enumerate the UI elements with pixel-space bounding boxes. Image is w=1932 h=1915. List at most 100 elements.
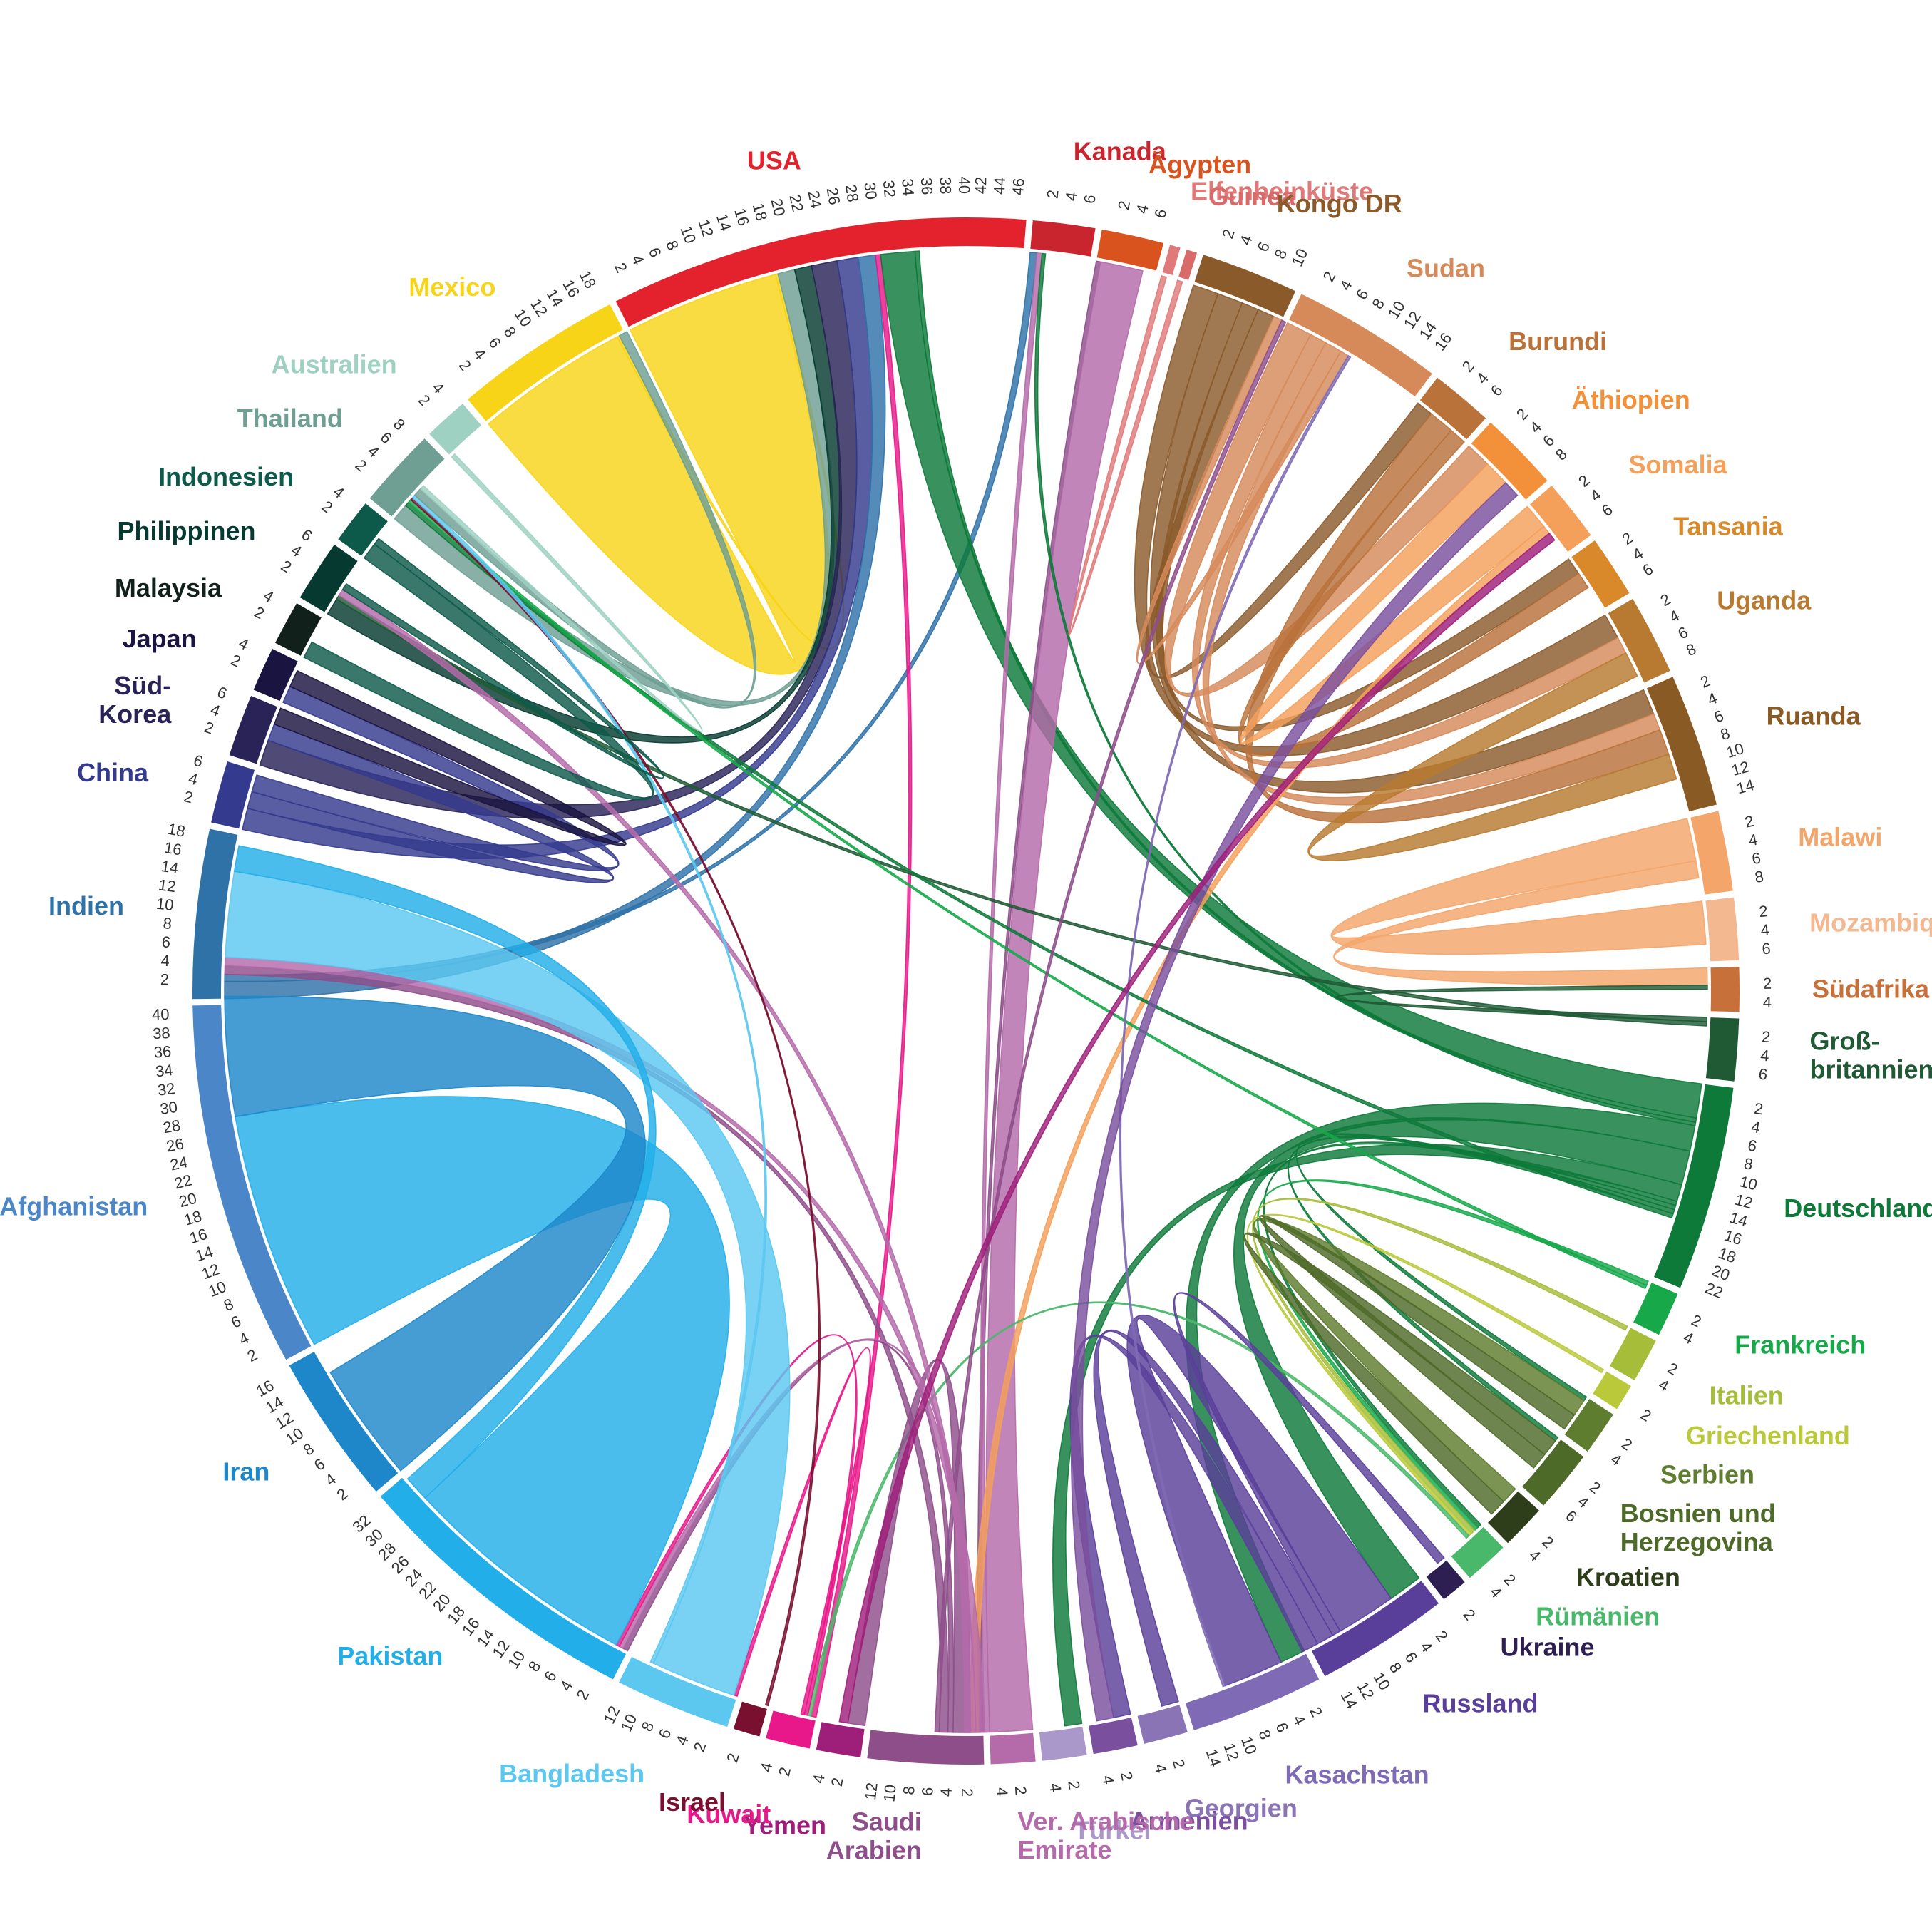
tick-rumaenien-4: 4 [1486, 1583, 1506, 1601]
label-bosnien: Bosnien und Herzegovina [1620, 1499, 1776, 1556]
ribbon-russland-ukraine [1173, 1292, 1445, 1636]
arc-italien [1609, 1328, 1656, 1381]
tick-indien-14: 14 [160, 857, 180, 877]
ribbon-bangladesh-indien [225, 871, 791, 1696]
tick-japan-2: 2 [228, 651, 243, 671]
tick-philippinen-4: 4 [288, 541, 305, 561]
ribbon-deutschland-thailand [404, 501, 1674, 1219]
ribbon-deutschland-tuerkei [1052, 1144, 1682, 1727]
tick-kasachstan-8: 8 [1255, 1727, 1275, 1742]
tick-saudi-12: 12 [861, 1782, 881, 1801]
label-burundi: Burundi [1509, 327, 1607, 356]
tick-kongo-4: 4 [1236, 233, 1256, 247]
tick-usa-32: 32 [880, 179, 899, 198]
arc-deutschland [1654, 1084, 1734, 1288]
arc-thailand [369, 438, 445, 517]
arc-uganda [1608, 598, 1670, 683]
tick-mozambique-2: 2 [1758, 902, 1769, 920]
ribbon-griechenland-rumaenien [1246, 1213, 1605, 1537]
tick-tuerkei-2: 2 [1064, 1780, 1083, 1790]
ribbon-burundi-tansania [1238, 429, 1589, 757]
tick-kanada-4: 4 [1062, 191, 1080, 202]
tick-georgien-2: 2 [1169, 1757, 1188, 1770]
label-kuwait: Kuwait [687, 1800, 771, 1829]
tick-usa-22: 22 [786, 192, 807, 213]
arc-aegypten [1096, 229, 1164, 271]
arc-mozambique [1705, 897, 1740, 962]
ribbon-malawi-mozambique [1330, 818, 1707, 955]
arc-georgien [1137, 1705, 1188, 1744]
tick-malawi-8: 8 [1754, 867, 1765, 885]
tick-aegypten-6: 6 [1151, 207, 1170, 220]
ribbon-vae-philippinen [338, 588, 977, 1733]
tick-mozambique-6: 6 [1762, 940, 1772, 958]
arc-tuerkei [1039, 1727, 1087, 1761]
ribbon-armenien-aethiopien [1070, 481, 1519, 1722]
ribbon-grossbritannien-suedafrika [1336, 984, 1708, 1022]
tick-usa-34: 34 [898, 178, 918, 197]
label-guinea: Guinea [1208, 182, 1296, 211]
tick-usa-20: 20 [767, 197, 788, 218]
tick-indonesien-2: 2 [319, 497, 336, 516]
ribbon-kuwait-bangladesh [733, 1347, 872, 1715]
ribbon-kasachstan-sudan [1119, 354, 1352, 1688]
arcs-layer [192, 217, 1740, 1765]
tick-kasachstan-2: 2 [1306, 1704, 1326, 1720]
ribbon-deutschland-kanada [1034, 252, 1697, 1126]
tick-italien-4: 4 [1655, 1375, 1672, 1395]
ribbon-vae-pakistan [618, 1338, 970, 1733]
label-uganda: Uganda [1717, 586, 1812, 615]
label-china: China [77, 758, 149, 787]
arc-ukraine [1426, 1560, 1465, 1600]
tick-sudan-4: 4 [1336, 277, 1356, 294]
label-vae: Ver. Arabische Emirate [1017, 1807, 1193, 1864]
tick-afghanistan-32: 32 [157, 1079, 176, 1099]
arc-tansania [1571, 540, 1630, 608]
label-mozambique: Mozambique [1809, 908, 1932, 937]
ribbon-deutschland-rumaenien [1263, 1141, 1678, 1529]
ribbon-bangladesh-thailand [411, 494, 767, 1665]
label-aegypten: Ägypten [1149, 150, 1251, 179]
tick-afghanistan-36: 36 [153, 1042, 172, 1062]
tick-uganda-2: 2 [1658, 590, 1674, 610]
arc-elfenbeinkueste [1162, 245, 1181, 275]
ribbon-saudi-indien [224, 965, 949, 1733]
tick-israel-2: 2 [723, 1751, 742, 1765]
ribbon-iran-afghanistan [224, 995, 646, 1472]
tick-mexico-2: 2 [456, 356, 475, 374]
tick-philippinen-2: 2 [278, 557, 295, 577]
tick-indien-8: 8 [163, 914, 173, 933]
tick-yemen-4: 4 [809, 1773, 828, 1785]
tick-afghanistan-8: 8 [221, 1295, 236, 1315]
tick-ukraine-2: 2 [1459, 1606, 1479, 1623]
label-usa: USA [747, 146, 801, 175]
label-serbien: Serbien [1660, 1460, 1754, 1489]
tick-sudan-2: 2 [1320, 269, 1340, 284]
tick-deutschland-2: 2 [1753, 1099, 1764, 1119]
tick-frankreich-2: 2 [1689, 1311, 1704, 1331]
tick-grossbritannien-4: 4 [1759, 1047, 1769, 1065]
arc-grossbritannien [1705, 1017, 1740, 1082]
ribbon-vae-indien [224, 956, 985, 1733]
labels-layer: USA KanadaÄgyptenElfenbeinküsteGuineaKong… [0, 137, 1932, 1865]
tick-saudi-10: 10 [880, 1784, 900, 1803]
ribbon-china-japan [251, 685, 620, 871]
arc-russland [1311, 1581, 1439, 1677]
arc-yemen [816, 1722, 865, 1757]
ribbon-saudi-kongo [934, 319, 1287, 1733]
arc-frankreich [1633, 1283, 1678, 1335]
arc-aethiopien [1471, 422, 1548, 500]
tick-aegypten-2: 2 [1114, 199, 1134, 211]
tick-aethiopien-8: 8 [1552, 445, 1571, 464]
tick-burundi-6: 6 [1487, 381, 1506, 400]
tick-uganda-8: 8 [1683, 640, 1699, 659]
arc-kuwait [766, 1710, 816, 1749]
tick-pakistan-4: 4 [557, 1678, 577, 1694]
ribbon-china-suedkorea [247, 723, 615, 883]
ribbons-layer [224, 250, 1708, 1733]
tick-kasachstan-4: 4 [1290, 1713, 1310, 1728]
ribbon-indonesien-philippinen [341, 538, 664, 779]
